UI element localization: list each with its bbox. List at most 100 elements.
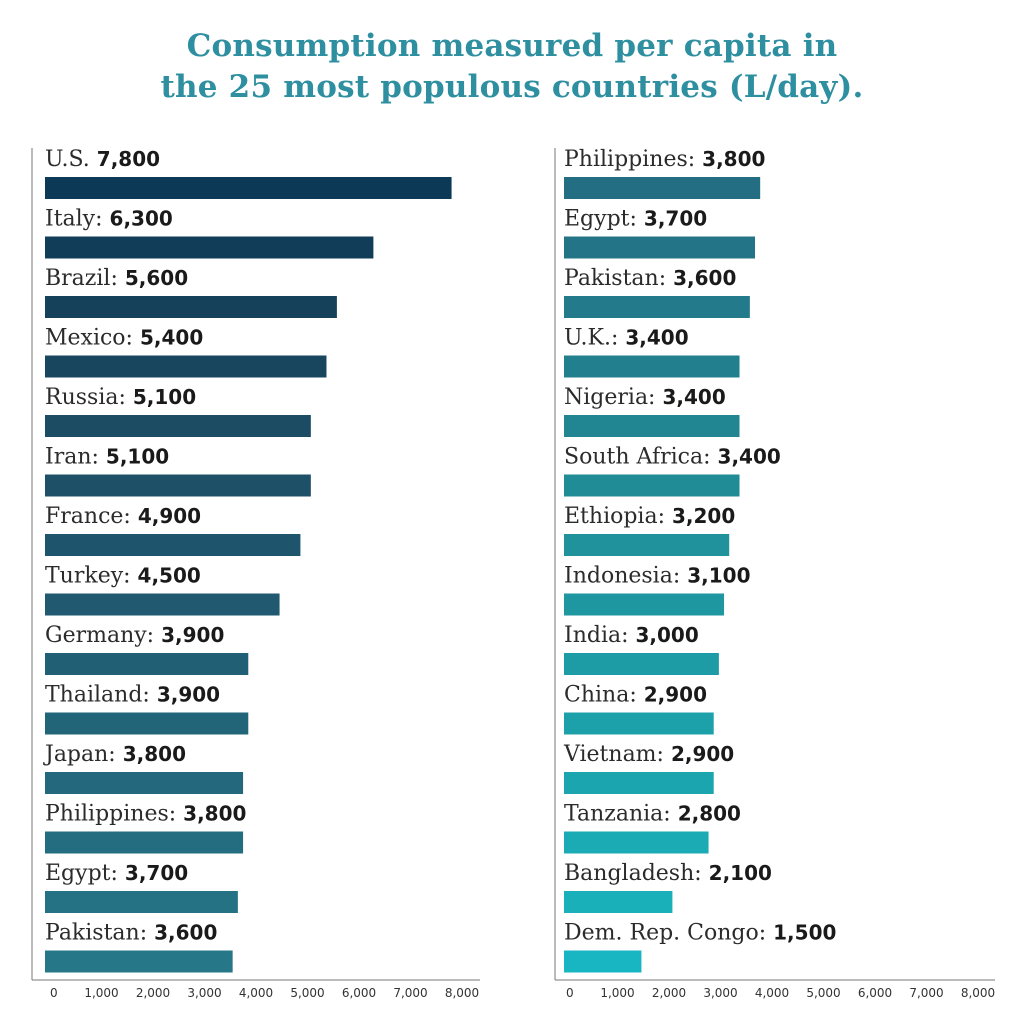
bar [45,236,374,259]
country-label: Dem. Rep. Congo: [564,921,773,946]
value-label: 3,900 [157,683,220,707]
value-label: 6,300 [110,207,173,231]
value-label: 3,200 [672,504,735,528]
bar-label: Philippines: 3,800 [564,147,765,172]
bar-label: Italy: 6,300 [45,207,173,232]
country-label: Pakistan: [564,266,673,291]
bar-label: Dem. Rep. Congo: 1,500 [564,921,836,946]
bar-label: Iran: 5,100 [45,445,169,470]
bar [564,296,750,318]
bar [564,177,761,199]
x-tick-label: 3,000 [703,986,737,1000]
country-label: Brazil: [45,266,125,291]
x-tick-label: 5,000 [806,986,840,1000]
bar [45,891,238,913]
country-label: Egypt: [564,207,644,232]
bar [564,534,730,556]
value-label: 3,800 [123,742,186,766]
x-tick-label: 0 [50,986,58,1000]
bar [564,831,709,854]
value-label: 3,700 [644,207,707,231]
value-label: 3,900 [161,623,224,647]
country-label: France: [45,504,138,529]
bar [564,355,740,378]
bar-label: Pakistan: 3,600 [45,921,217,946]
bar-label: Japan: 3,800 [43,742,186,767]
x-tick-label: 3,000 [187,986,221,1000]
country-label: Turkey: [45,564,138,589]
x-tick-label: 1,000 [600,986,634,1000]
x-tick-label: 2,000 [652,986,686,1000]
country-label: South Africa: [564,445,718,470]
value-label: 3,100 [687,564,750,588]
country-label: India: [564,623,636,648]
country-label: U.S. [45,147,97,172]
value-label: 3,600 [154,921,217,945]
bar-label: Turkey: 4,500 [45,564,201,589]
x-tick-label: 2,000 [136,986,170,1000]
country-label: Ethiopia: [564,504,672,529]
bar-label: Nigeria: 3,400 [564,385,726,410]
x-tick-label: 4,000 [755,986,789,1000]
chart-panel-2: Philippines: 3,800 Egypt: 3,700 Pakistan: … [554,147,995,1000]
x-tick-label: 7,000 [909,986,943,1000]
bar-label: Brazil: 5,600 [45,266,188,291]
bar [564,891,673,913]
bar [45,653,249,675]
bar [564,950,642,973]
bar [564,712,714,735]
bar-label: Pakistan: 3,600 [564,266,736,291]
value-label: 7,800 [97,147,160,171]
value-label: 3,000 [636,623,699,647]
x-tick-label: 1,000 [84,986,118,1000]
country-label: Philippines: [564,147,702,172]
value-label: 4,500 [138,564,201,588]
bar [564,653,719,675]
value-label: 1,500 [773,921,836,945]
value-label: 3,400 [625,326,688,350]
x-tick-label: 8,000 [961,986,995,1000]
bar-label: Germany: 3,900 [45,623,224,648]
bar [564,415,740,437]
country-label: Tanzania: [564,802,678,827]
bar [45,474,311,497]
x-tick-label: 4,000 [239,986,273,1000]
x-tick-label: 0 [566,986,574,1000]
chart-title-line-2: the 25 most populous countries (L/day). [160,69,864,105]
country-label: Nigeria: [564,385,662,410]
bar-label: Russia: 5,100 [45,385,196,410]
value-label: 2,900 [644,683,707,707]
bar [45,177,452,199]
country-label: Mexico: [45,326,140,351]
bar-label: Bangladesh: 2,100 [564,861,772,886]
value-label: 2,900 [671,742,734,766]
bar-label: India: 3,000 [564,623,699,648]
value-label: 3,400 [718,445,781,469]
country-label: Egypt: [45,861,125,886]
bar-label: Tanzania: 2,800 [564,802,741,827]
value-label: 4,900 [138,504,201,528]
x-tick-label: 7,000 [393,986,427,1000]
bar-label: U.K.: 3,400 [564,326,689,351]
bar [45,772,244,794]
x-tick-label: 5,000 [290,986,324,1000]
country-label: Bangladesh: [564,861,709,886]
value-label: 2,800 [678,802,741,826]
bar-label: Philippines: 3,800 [45,802,246,827]
value-label: 5,400 [140,326,203,350]
x-tick-label: 6,000 [342,986,376,1000]
value-label: 5,600 [125,266,188,290]
bar-label: Ethiopia: 3,200 [564,504,735,529]
country-label: Iran: [45,445,106,470]
country-label: U.K.: [564,326,625,351]
country-label: Germany: [45,623,161,648]
bar [564,474,740,497]
bar [45,296,337,318]
bar [564,593,725,616]
value-label: 3,600 [673,266,736,290]
bar-label: Indonesia: 3,100 [564,564,751,589]
country-label: Japan: [43,742,123,767]
country-label: China: [564,683,644,708]
bar [45,950,233,973]
